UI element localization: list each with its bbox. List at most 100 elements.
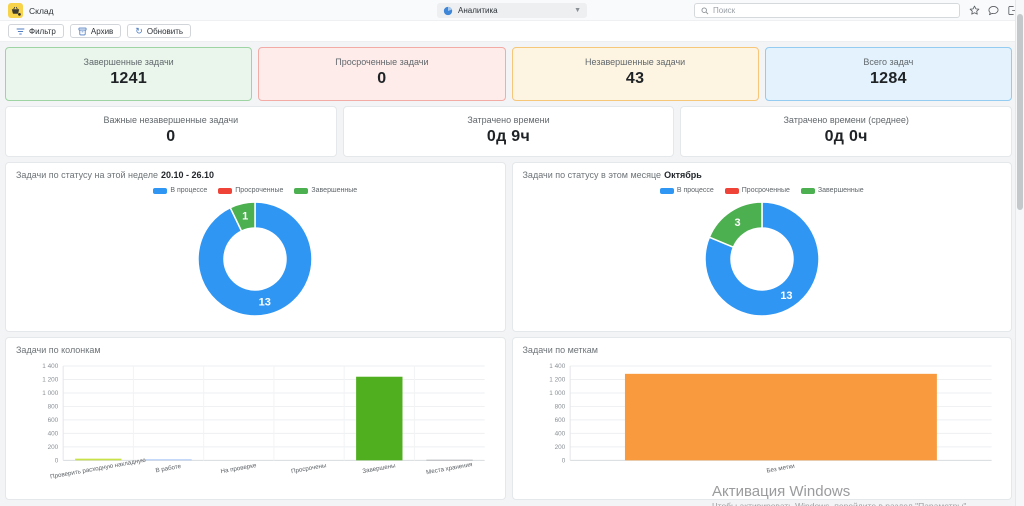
donut-segment-value: 13: [780, 290, 792, 302]
x-category-label: Завершены: [362, 462, 397, 475]
watermark-subtitle: Чтобы активировать Windows, перейдите в …: [712, 501, 969, 506]
panel-tasks-by-columns: Задачи по колонкам 1 400 1 200 1 000 800 600…: [5, 337, 506, 500]
y-tick-label: 1 000: [42, 390, 58, 397]
page-scrollbar[interactable]: [1015, 0, 1024, 506]
refresh-button[interactable]: ↻ Обновить: [127, 24, 192, 38]
panel-subtitle: 20.10 - 26.10: [160, 170, 215, 180]
legend-label: Завершенные: [817, 187, 864, 194]
search-box[interactable]: [694, 3, 960, 18]
y-tick-label: 0: [55, 457, 59, 464]
legend-item[interactable]: Завершенные: [294, 187, 357, 194]
legend-label: Просроченные: [235, 187, 284, 194]
bar-charts-row: Задачи по колонкам 1 400 1 200 1 000 800 600…: [5, 337, 1012, 500]
panel-status-week: Задачи по статусу на этой неделе 20.10 - …: [5, 162, 506, 332]
legend-item[interactable]: Завершенные: [800, 187, 864, 194]
summary-cards-row: Завершенные задачи 1241 Просроченные зад…: [5, 47, 1012, 101]
donut-segment-value: 1: [242, 211, 248, 223]
board-selector[interactable]: Аналитика ▼: [437, 3, 587, 18]
x-category-label: Места хранения: [426, 461, 473, 476]
donut-chart-wrap: 13 3: [523, 194, 1002, 321]
y-tick-label: 600: [554, 417, 565, 424]
info-card-value: 0д 0ч: [824, 128, 868, 145]
stat-card-title: Всего задач: [863, 57, 914, 67]
scrollbar-thumb[interactable]: [1017, 14, 1023, 210]
stat-card-total: Всего задач 1284: [764, 47, 1012, 101]
chevron-down-icon: ▼: [574, 7, 581, 14]
y-tick-label: 800: [554, 404, 565, 411]
archive-button-label: Архив: [90, 26, 114, 36]
legend-swatch: [153, 187, 168, 194]
warehouse-basket-icon[interactable]: [8, 3, 23, 18]
filter-icon: [16, 27, 25, 36]
y-tick-label: 800: [48, 404, 59, 411]
x-category-label: Без метки: [766, 463, 796, 475]
chart-legend: В процессе Просроченные Завершенные: [16, 187, 495, 194]
info-card-time-spent: Затрачено времени 0д 9ч: [342, 106, 675, 157]
top-bar: Склад Аналитика ▼: [0, 0, 1024, 21]
panel-title: Задачи по колонкам: [16, 345, 101, 355]
stat-card-value: 1241: [110, 70, 148, 87]
analytics-pie-icon: [443, 6, 453, 16]
stat-card-value: 43: [625, 70, 645, 87]
bar: [75, 458, 122, 461]
info-card-title: Затрачено времени (среднее): [783, 115, 909, 125]
refresh-icon: ↻: [135, 25, 143, 36]
y-tick-label: 1 200: [549, 377, 565, 384]
legend-item[interactable]: В процессе: [659, 187, 714, 194]
legend-item[interactable]: Просроченные: [724, 187, 790, 194]
donut-chart-wrap: 13 1: [16, 194, 495, 321]
board-selector-label: Аналитика: [458, 6, 498, 15]
legend-swatch: [294, 187, 309, 194]
donut-segment: [704, 201, 820, 317]
panel-title: Задачи по статусу в этом месяце Октябрь: [522, 170, 702, 180]
bar: [145, 459, 192, 461]
info-card-value: 0: [166, 128, 176, 145]
donut-segment: [197, 201, 313, 317]
bar: [356, 376, 403, 461]
y-tick-label: 600: [48, 417, 59, 424]
filter-button[interactable]: Фильтр: [8, 24, 64, 38]
info-card-title: Важные незавершенные задачи: [103, 115, 239, 125]
search-icon: [701, 7, 709, 15]
refresh-button-label: Обновить: [146, 26, 184, 36]
chart-legend: В процессе Просроченные Завершенные: [523, 187, 1002, 194]
stat-card-title: Просроченные задачи: [335, 57, 429, 67]
x-category-label: В работе: [155, 463, 182, 474]
x-category-label: На проверке: [220, 462, 257, 475]
search-input[interactable]: [713, 6, 953, 15]
y-tick-label: 400: [48, 431, 59, 438]
legend-label: Завершенные: [311, 187, 358, 194]
legend-item[interactable]: Просроченные: [218, 187, 283, 194]
archive-button[interactable]: Архив: [69, 24, 122, 38]
y-tick-label: 1 200: [42, 377, 58, 384]
panel-title: Задачи по меткам: [522, 345, 598, 355]
info-card-time-spent-average: Затрачено времени (среднее) 0д 0ч: [680, 106, 1012, 157]
toolbar: Фильтр Архив ↻ Обновить: [0, 21, 1024, 42]
topbar-actions: [969, 3, 1018, 18]
app-title: Склад: [29, 5, 54, 16]
panel-status-month: Задачи по статусу в этом месяце Октябрь В…: [511, 162, 1012, 332]
app-home[interactable]: Склад: [8, 3, 54, 18]
y-tick-label: 1 000: [549, 390, 565, 397]
favorite-star-icon[interactable]: [969, 5, 980, 16]
secondary-cards-row: Важные незавершенные задачи 0 Затрачено …: [5, 106, 1012, 157]
legend-swatch: [724, 187, 739, 194]
comments-icon[interactable]: [988, 5, 999, 16]
donut-chart-month: 13 3: [704, 201, 820, 317]
stat-card-completed: Завершенные задачи 1241: [5, 47, 253, 101]
legend-label: Просроченные: [741, 187, 790, 194]
donut-segment-value: 3: [734, 217, 740, 229]
bar: [624, 373, 937, 461]
legend-item[interactable]: В процессе: [153, 187, 207, 194]
stat-card-title: Завершенные задачи: [83, 57, 174, 67]
y-tick-label: 1 400: [42, 363, 58, 370]
panel-title: Задачи по статусу на этой неделе 20.10 - …: [16, 170, 215, 180]
y-tick-label: 0: [561, 457, 565, 464]
info-card-important-uncompleted: Важные незавершенные задачи 0: [5, 106, 337, 157]
archive-box-icon: [78, 27, 87, 36]
panel-subtitle: Октябрь: [664, 170, 702, 180]
y-tick-label: 200: [48, 444, 59, 451]
status-charts-row: Задачи по статусу на этой неделе 20.10 - …: [5, 162, 1012, 332]
